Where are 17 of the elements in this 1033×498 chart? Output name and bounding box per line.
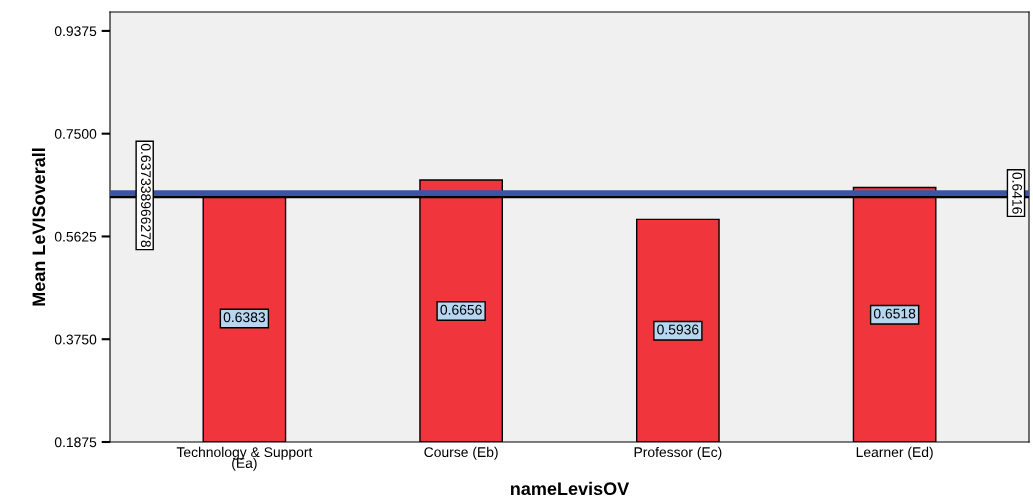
x-tick-label: Technology & Support (Ea) [176, 446, 313, 471]
y-tick-label: 0.1875 [54, 437, 97, 448]
y-tick-label: 0.7500 [54, 129, 97, 139]
data-label: 0.6383 [223, 312, 266, 323]
ref-line-label: 0.6416 [1012, 172, 1023, 214]
data-label: 0.6518 [873, 308, 916, 319]
x-axis-title: nameLevisOV [510, 481, 630, 496]
x-tick-label: Course (Eb) [424, 446, 498, 460]
data-label: 0.6656 [440, 304, 482, 315]
ref-line-label: 0.637338966278 [140, 143, 151, 247]
y-tick-label: 0.3750 [54, 334, 97, 345]
y-tick-label: 0.9375 [54, 26, 97, 37]
y-tick-label: 0.5625 [54, 231, 97, 242]
data-label: 0.5936 [657, 324, 699, 335]
x-tick-label: Professor (Ec) [634, 446, 722, 460]
x-tick-label: Learner (Ed) [856, 446, 933, 460]
y-axis-title: Mean LeVISoverall [31, 148, 46, 306]
